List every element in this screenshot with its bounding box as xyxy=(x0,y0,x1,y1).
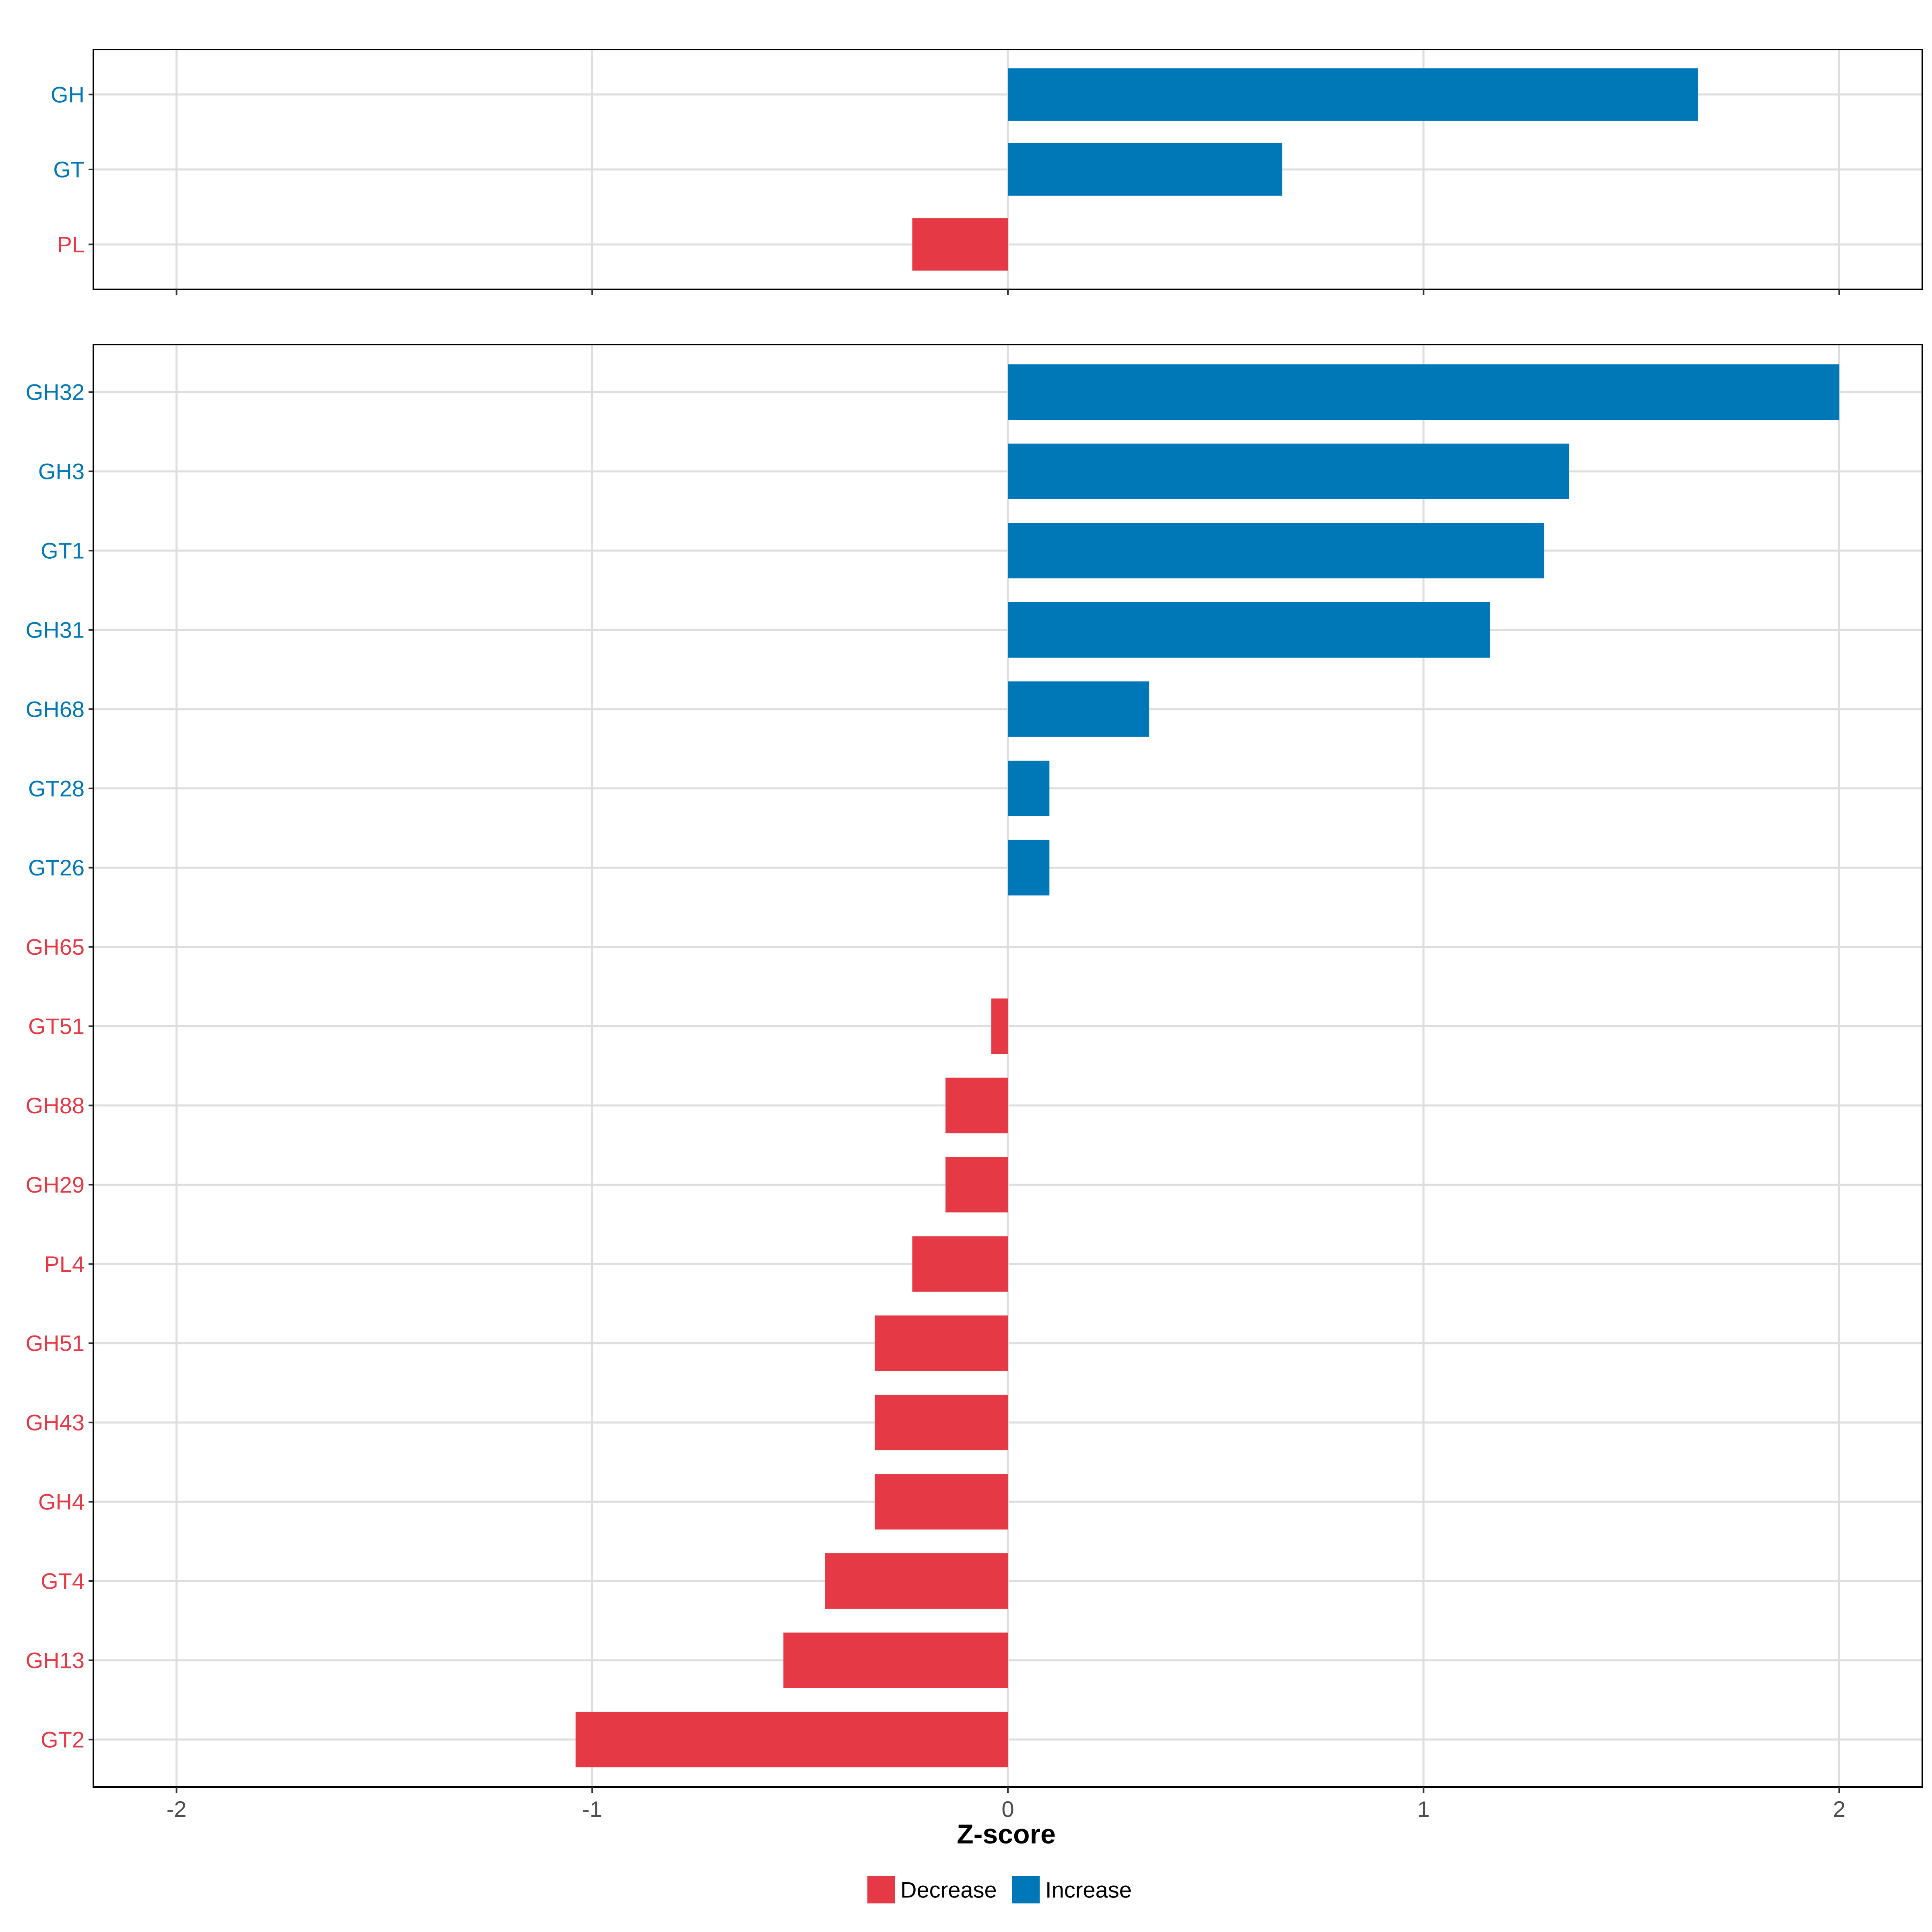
y-tick-label-gh13: GH13 xyxy=(26,1647,85,1673)
bar-gt51 xyxy=(991,998,1008,1054)
y-tick-label-gt2: GT2 xyxy=(41,1727,85,1752)
y-tick-label-gh: GH xyxy=(51,82,85,107)
bar-gt2 xyxy=(575,1711,1008,1767)
y-tick-label-gh32: GH32 xyxy=(26,380,85,405)
bar-gt28 xyxy=(1008,760,1050,816)
bar-gh3 xyxy=(1008,444,1569,499)
x-tick-label: 0 xyxy=(1001,1796,1014,1822)
x-tick-label: -2 xyxy=(167,1796,187,1822)
y-tick-label-gh31: GH31 xyxy=(26,617,85,642)
legend-label-decrease: Decrease xyxy=(900,1877,997,1903)
y-tick-label-pl: PL xyxy=(57,232,85,257)
bar-gh xyxy=(1008,68,1698,121)
bar-gh68 xyxy=(1008,681,1150,737)
x-tick-label: -1 xyxy=(582,1796,602,1822)
legend-key-decrease xyxy=(867,1876,895,1903)
bar-gt1 xyxy=(1008,523,1544,578)
bar-gh29 xyxy=(945,1157,1008,1213)
x-tick-label: 2 xyxy=(1833,1796,1845,1822)
y-tick-label-gt51: GT51 xyxy=(28,1013,85,1039)
y-tick-label-gh51: GH51 xyxy=(26,1331,85,1356)
y-tick-label-gh43: GH43 xyxy=(26,1410,85,1435)
x-axis: -2 -1 0 1 2 xyxy=(167,1796,1845,1822)
legend-label-increase: Increase xyxy=(1045,1877,1132,1903)
y-tick-label-pl4: PL4 xyxy=(44,1251,85,1277)
y-tick-label-gh4: GH4 xyxy=(38,1489,85,1515)
legend: Decrease Increase xyxy=(867,1876,1132,1903)
bottom-panel: GH32 GH3 GT1 GH31 GH68 GT28 GT26 GH65 GT51 GH88 GH… xyxy=(26,344,1923,1793)
bar-gt4 xyxy=(825,1553,1008,1609)
bar-gh4 xyxy=(875,1474,1008,1530)
y-tick-label-gt1: GT1 xyxy=(41,538,85,564)
top-panel: GH GT PL xyxy=(51,49,1923,295)
y-tick-label-gt4: GT4 xyxy=(41,1569,85,1594)
bar-gt26 xyxy=(1008,840,1050,896)
y-tick-label-gt28: GT28 xyxy=(28,776,85,801)
bar-gh32 xyxy=(1008,364,1839,420)
bar-gt xyxy=(1008,143,1282,196)
bar-gh88 xyxy=(945,1077,1008,1133)
y-tick-label-gt: GT xyxy=(53,157,85,182)
bar-gh51 xyxy=(875,1315,1008,1371)
bar-gh13 xyxy=(783,1633,1008,1688)
bar-pl xyxy=(912,218,1008,271)
y-tick-label-gt26: GT26 xyxy=(28,855,85,880)
x-tick-label: 1 xyxy=(1417,1796,1430,1822)
bar-gh43 xyxy=(875,1395,1008,1451)
bar-pl4 xyxy=(912,1236,1008,1292)
y-tick-label-gh88: GH88 xyxy=(26,1093,85,1118)
y-tick-label-gh65: GH65 xyxy=(26,934,85,960)
x-axis-title: Z-score xyxy=(957,1819,1056,1849)
y-tick-label-gh3: GH3 xyxy=(38,459,85,484)
bar-gh31 xyxy=(1008,602,1490,658)
y-tick-label-gh68: GH68 xyxy=(26,696,85,722)
y-tick-label-gh29: GH29 xyxy=(26,1172,85,1197)
legend-key-increase xyxy=(1012,1876,1040,1903)
